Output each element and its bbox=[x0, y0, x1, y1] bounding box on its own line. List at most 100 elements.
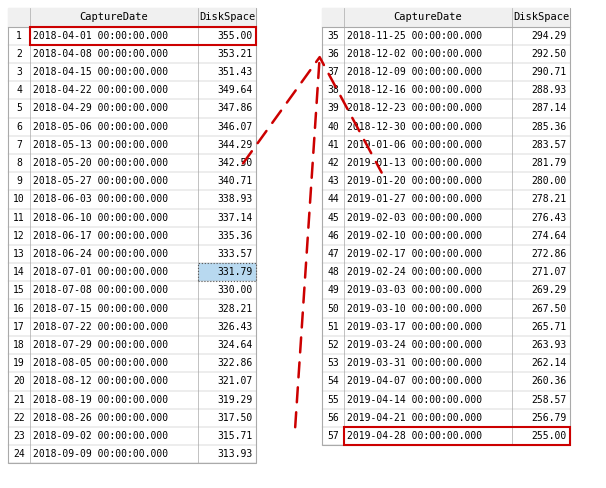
Text: 2019-01-06 00:00:00.000: 2019-01-06 00:00:00.000 bbox=[347, 140, 482, 150]
Text: 2018-05-20 00:00:00.000: 2018-05-20 00:00:00.000 bbox=[33, 158, 168, 168]
Text: 16: 16 bbox=[13, 304, 25, 314]
Text: 2018-08-19 00:00:00.000: 2018-08-19 00:00:00.000 bbox=[33, 395, 168, 405]
Text: 326.43: 326.43 bbox=[218, 322, 253, 332]
Text: 14: 14 bbox=[13, 267, 25, 277]
Text: 2019-02-17 00:00:00.000: 2019-02-17 00:00:00.000 bbox=[347, 249, 482, 259]
Text: 38: 38 bbox=[327, 85, 339, 95]
Text: 346.07: 346.07 bbox=[218, 122, 253, 132]
Text: 2018-07-29 00:00:00.000: 2018-07-29 00:00:00.000 bbox=[33, 340, 168, 350]
Text: 51: 51 bbox=[327, 322, 339, 332]
Text: 331.79: 331.79 bbox=[218, 267, 253, 277]
Text: 2019-03-03 00:00:00.000: 2019-03-03 00:00:00.000 bbox=[347, 285, 482, 295]
Text: 322.86: 322.86 bbox=[218, 358, 253, 368]
Text: 255.00: 255.00 bbox=[531, 431, 567, 441]
Text: CaptureDate: CaptureDate bbox=[79, 12, 148, 22]
Text: 41: 41 bbox=[327, 140, 339, 150]
Bar bbox=[8, 8, 256, 26]
Text: 2019-03-31 00:00:00.000: 2019-03-31 00:00:00.000 bbox=[347, 358, 482, 368]
Text: 2018-04-15 00:00:00.000: 2018-04-15 00:00:00.000 bbox=[33, 67, 168, 77]
Text: 2018-08-26 00:00:00.000: 2018-08-26 00:00:00.000 bbox=[33, 413, 168, 423]
Text: 2018-04-08 00:00:00.000: 2018-04-08 00:00:00.000 bbox=[33, 49, 168, 59]
Text: 37: 37 bbox=[327, 67, 339, 77]
Text: 2018-06-03 00:00:00.000: 2018-06-03 00:00:00.000 bbox=[33, 194, 168, 204]
Text: 2018-09-02 00:00:00.000: 2018-09-02 00:00:00.000 bbox=[33, 431, 168, 441]
Text: 55: 55 bbox=[327, 395, 339, 405]
Bar bbox=[322, 8, 570, 26]
Text: 338.93: 338.93 bbox=[218, 194, 253, 204]
Text: 9: 9 bbox=[16, 176, 22, 186]
Text: 40: 40 bbox=[327, 122, 339, 132]
Text: 2019-03-17 00:00:00.000: 2019-03-17 00:00:00.000 bbox=[347, 322, 482, 332]
Text: 2018-04-29 00:00:00.000: 2018-04-29 00:00:00.000 bbox=[33, 103, 168, 113]
Text: 2018-06-17 00:00:00.000: 2018-06-17 00:00:00.000 bbox=[33, 231, 168, 241]
Text: 22: 22 bbox=[13, 413, 25, 423]
Text: 2018-06-10 00:00:00.000: 2018-06-10 00:00:00.000 bbox=[33, 213, 168, 223]
Text: 330.00: 330.00 bbox=[218, 285, 253, 295]
Text: 2018-07-15 00:00:00.000: 2018-07-15 00:00:00.000 bbox=[33, 304, 168, 314]
Text: DiskSpace: DiskSpace bbox=[199, 12, 255, 22]
Text: 324.64: 324.64 bbox=[218, 340, 253, 350]
Text: 2018-07-01 00:00:00.000: 2018-07-01 00:00:00.000 bbox=[33, 267, 168, 277]
Text: 48: 48 bbox=[327, 267, 339, 277]
Text: 10: 10 bbox=[13, 194, 25, 204]
Text: 35: 35 bbox=[327, 31, 339, 41]
Text: 285.36: 285.36 bbox=[531, 122, 567, 132]
Text: 313.93: 313.93 bbox=[218, 449, 253, 459]
Text: 2019-01-20 00:00:00.000: 2019-01-20 00:00:00.000 bbox=[347, 176, 482, 186]
Text: 256.79: 256.79 bbox=[531, 413, 567, 423]
Bar bbox=[8, 8, 256, 463]
Text: 42: 42 bbox=[327, 158, 339, 168]
Text: 39: 39 bbox=[327, 103, 339, 113]
Text: 11: 11 bbox=[13, 213, 25, 223]
Text: 3: 3 bbox=[16, 67, 22, 77]
Text: 328.21: 328.21 bbox=[218, 304, 253, 314]
Text: 53: 53 bbox=[327, 358, 339, 368]
Text: 2019-02-03 00:00:00.000: 2019-02-03 00:00:00.000 bbox=[347, 213, 482, 223]
Bar bbox=[30, 26, 256, 45]
Text: 2: 2 bbox=[16, 49, 22, 59]
Text: 50: 50 bbox=[327, 304, 339, 314]
Text: 272.86: 272.86 bbox=[531, 249, 567, 259]
Text: 283.57: 283.57 bbox=[531, 140, 567, 150]
Text: 2019-01-27 00:00:00.000: 2019-01-27 00:00:00.000 bbox=[347, 194, 482, 204]
Text: 278.21: 278.21 bbox=[531, 194, 567, 204]
Bar bbox=[322, 8, 570, 445]
Text: 2018-09-09 00:00:00.000: 2018-09-09 00:00:00.000 bbox=[33, 449, 168, 459]
Text: 2018-08-12 00:00:00.000: 2018-08-12 00:00:00.000 bbox=[33, 376, 168, 386]
Text: 2018-05-27 00:00:00.000: 2018-05-27 00:00:00.000 bbox=[33, 176, 168, 186]
Text: 2019-03-24 00:00:00.000: 2019-03-24 00:00:00.000 bbox=[347, 340, 482, 350]
Text: 276.43: 276.43 bbox=[531, 213, 567, 223]
Text: 2018-05-13 00:00:00.000: 2018-05-13 00:00:00.000 bbox=[33, 140, 168, 150]
Text: 21: 21 bbox=[13, 395, 25, 405]
Text: 23: 23 bbox=[13, 431, 25, 441]
Text: 18: 18 bbox=[13, 340, 25, 350]
Text: 2018-08-05 00:00:00.000: 2018-08-05 00:00:00.000 bbox=[33, 358, 168, 368]
Text: 2018-12-02 00:00:00.000: 2018-12-02 00:00:00.000 bbox=[347, 49, 482, 59]
Text: 351.43: 351.43 bbox=[218, 67, 253, 77]
Text: 2019-02-24 00:00:00.000: 2019-02-24 00:00:00.000 bbox=[347, 267, 482, 277]
Text: 15: 15 bbox=[13, 285, 25, 295]
Text: 280.00: 280.00 bbox=[531, 176, 567, 186]
Bar bbox=[198, 263, 256, 281]
Text: 335.36: 335.36 bbox=[218, 231, 253, 241]
Text: 49: 49 bbox=[327, 285, 339, 295]
Text: 2019-01-13 00:00:00.000: 2019-01-13 00:00:00.000 bbox=[347, 158, 482, 168]
Text: 2018-11-25 00:00:00.000: 2018-11-25 00:00:00.000 bbox=[347, 31, 482, 41]
Text: 2019-03-10 00:00:00.000: 2019-03-10 00:00:00.000 bbox=[347, 304, 482, 314]
Text: 2019-02-10 00:00:00.000: 2019-02-10 00:00:00.000 bbox=[347, 231, 482, 241]
Text: 269.29: 269.29 bbox=[531, 285, 567, 295]
Text: 333.57: 333.57 bbox=[218, 249, 253, 259]
Text: 20: 20 bbox=[13, 376, 25, 386]
Text: 347.86: 347.86 bbox=[218, 103, 253, 113]
Text: 288.93: 288.93 bbox=[531, 85, 567, 95]
Text: 2019-04-21 00:00:00.000: 2019-04-21 00:00:00.000 bbox=[347, 413, 482, 423]
Text: 4: 4 bbox=[16, 85, 22, 95]
Text: 290.71: 290.71 bbox=[531, 67, 567, 77]
Text: 260.36: 260.36 bbox=[531, 376, 567, 386]
Text: 262.14: 262.14 bbox=[531, 358, 567, 368]
Text: 2018-12-30 00:00:00.000: 2018-12-30 00:00:00.000 bbox=[347, 122, 482, 132]
Text: 36: 36 bbox=[327, 49, 339, 59]
Text: 274.64: 274.64 bbox=[531, 231, 567, 241]
Text: 2018-12-23 00:00:00.000: 2018-12-23 00:00:00.000 bbox=[347, 103, 482, 113]
Bar bbox=[344, 427, 570, 445]
